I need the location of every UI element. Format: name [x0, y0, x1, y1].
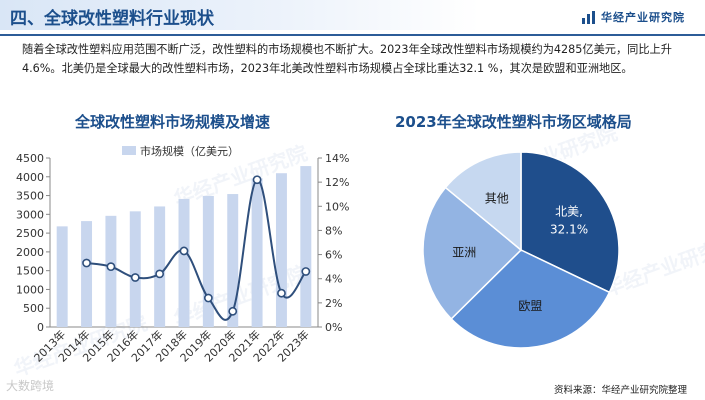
logo-text: 华经产业研究院	[601, 11, 685, 24]
y-tick-label: 4000	[16, 171, 44, 184]
y2-tick-label: 0%	[325, 321, 342, 334]
y-tick-label: 1000	[16, 283, 44, 296]
brand-logo: 华经产业研究院	[582, 9, 685, 25]
y-tick-label: 0	[37, 321, 44, 334]
pie-slice	[520, 151, 620, 294]
growth-point	[203, 293, 213, 303]
y2-tick-label: 2%	[325, 297, 342, 310]
y-tick-label: 3000	[16, 208, 44, 221]
bar	[202, 195, 214, 327]
bar	[154, 206, 166, 327]
bar	[300, 166, 312, 327]
y2-tick-label: 10%	[325, 200, 349, 213]
pie-slice	[422, 186, 523, 320]
growth-line	[86, 178, 307, 321]
bars-logo-icon	[582, 10, 595, 24]
intro-paragraph: 随着全球改性塑料应用范围不断广泛，改性塑料的市场规模也不断扩大。2023年全球改…	[22, 43, 672, 75]
bar	[56, 226, 68, 327]
y-tick-label: 1500	[16, 265, 44, 278]
bar	[129, 211, 141, 327]
pie-chart-title: 2023年全球改性塑料市场区域格局	[395, 113, 632, 131]
bar	[251, 178, 263, 327]
pie-slice	[444, 151, 522, 252]
bar	[275, 173, 287, 327]
growth-point	[277, 288, 286, 298]
page-title: 四、全球改性塑料行业现状	[10, 9, 214, 29]
corner-watermark: 大数跨境	[6, 379, 55, 393]
y2-tick-label: 12%	[325, 176, 349, 189]
header-rule	[0, 34, 705, 36]
bar	[105, 215, 117, 327]
growth-point	[179, 246, 189, 256]
growth-point	[130, 273, 140, 282]
y2-tick-label: 14%	[325, 152, 349, 165]
bar	[178, 198, 190, 327]
y2-tick-label: 6%	[325, 249, 342, 262]
growth-point	[106, 262, 116, 272]
y-tick-label: 2000	[16, 246, 44, 259]
y-tick-label: 2500	[16, 227, 44, 240]
pie-value-label: 32.1%	[550, 223, 588, 237]
growth-point	[301, 267, 311, 276]
legend-swatch	[122, 146, 136, 155]
legend-label: 市场规模（亿美元）	[140, 144, 239, 158]
y2-tick-label: 8%	[325, 224, 342, 237]
y2-tick-label: 4%	[325, 273, 342, 286]
pie-label: 北美,	[555, 205, 583, 219]
bar-chart-title: 全球改性塑料市场规模及增速	[75, 113, 271, 131]
y-tick-label: 4500	[16, 152, 44, 165]
y-tick-label: 500	[23, 302, 44, 315]
growth-point	[82, 258, 91, 268]
growth-point	[155, 269, 165, 279]
growth-point	[252, 175, 262, 185]
pie-slice	[450, 249, 611, 349]
header-band	[0, 0, 480, 30]
pie-label: 亚洲	[452, 245, 476, 259]
source-note: 资料来源：华经产业研究院整理	[553, 385, 687, 396]
y-tick-label: 3500	[16, 190, 44, 203]
page-header: 四、全球改性塑料行业现状 华经产业研究院	[0, 0, 705, 36]
pie-label: 欧盟	[518, 299, 542, 313]
growth-point	[228, 306, 238, 316]
bar	[81, 221, 93, 327]
pie-label: 其他	[485, 192, 509, 206]
bar	[227, 194, 239, 327]
